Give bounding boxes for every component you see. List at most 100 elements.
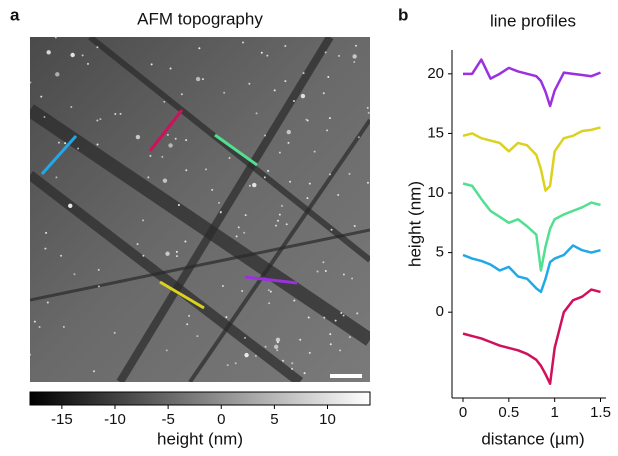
afm-particle [73,273,76,276]
afm-particle [55,176,58,179]
afm-particle [165,349,168,352]
afm-particle [275,337,281,343]
x-tick-label: 0.5 [498,404,519,421]
afm-particle [165,251,170,256]
afm-particle [30,81,32,84]
colorbar-tick-label: 10 [319,411,336,428]
afm-particle [322,261,325,264]
afm-particle [278,151,281,154]
colorbar [29,391,371,406]
colorbar-tick-label: -5 [161,411,174,428]
y-tick-label: 20 [427,65,444,82]
afm-particle [177,204,180,207]
afm-particle [329,333,332,336]
afm-particle [242,41,245,44]
afm-particle [267,289,270,292]
colorbar-tick-label: 0 [217,411,225,428]
afm-particle [136,243,139,246]
afm-particle [300,93,306,99]
y-tick-label: 15 [427,124,444,141]
afm-particle [307,316,310,319]
afm-particle [357,136,360,139]
afm-particle [328,117,331,120]
afm-particle [169,67,172,70]
afm-particle [142,254,145,257]
afm-particle [351,277,354,280]
afm-particle [323,316,326,319]
afm-particle [366,181,369,184]
afm-particle [175,255,178,258]
afm-particle [260,51,263,54]
afm-particle [299,338,302,341]
afm-particle [147,176,150,179]
afm-particle [225,316,228,319]
afm-particle [269,290,272,293]
afm-particle [241,290,244,293]
afm-particle [348,172,351,175]
afm-particle [234,362,237,365]
afm-image [30,37,370,382]
afm-particle [196,335,199,338]
y-axis-label: height (nm) [405,181,424,267]
afm-particle [337,193,340,196]
profile-marker [148,109,184,152]
profile-marker [40,134,78,176]
afm-particle [308,351,311,354]
afm-particle [280,204,283,207]
afm-particle [329,343,332,346]
afm-particle [305,118,308,121]
afm-particle [287,141,290,144]
afm-particle [327,75,330,78]
afm-particle [348,336,351,339]
afm-particle [55,72,60,77]
afm-particle [330,228,333,231]
afm-particle [255,112,258,115]
profile-line [462,288,601,385]
afm-particle [254,354,257,357]
x-tick-label: 0 [459,404,467,421]
afm-particle [226,364,229,367]
afm-particle [54,37,57,39]
y-tick-label: 0 [436,303,444,320]
afm-particle [324,51,327,54]
x-tick-label: 1 [550,404,558,421]
afm-particle [149,154,152,157]
afm-particle [38,326,41,329]
afm-particle [308,182,311,185]
afm-particle [252,182,257,188]
afm-particle [276,219,279,222]
afm-particle [77,147,80,150]
afm-particle [70,52,75,58]
afm-particle [278,213,281,216]
profile-line [462,244,601,294]
afm-particle [285,223,288,226]
afm-particle [33,320,36,323]
afm-particle [286,129,291,135]
afm-particle [46,50,51,55]
afm-particle [99,118,102,121]
afm-particle [353,61,356,64]
afm-particle [60,254,63,257]
afm-particle [218,201,221,204]
afm-particle [243,231,246,234]
afm-particle [302,72,305,75]
afm-particle [97,285,100,288]
afm-particle [289,180,292,183]
afm-particle [342,314,345,317]
afm-particle [293,299,296,302]
afm-particle [57,141,60,144]
afm-particle [62,325,65,328]
afm-particle [352,54,357,59]
afm-particle [235,235,238,238]
x-axis-label: distance (µm) [481,429,584,448]
afm-particle [142,219,145,222]
afm-particle [168,143,173,148]
chart-title: line profiles [490,11,576,30]
colorbar-tick-label: -10 [104,411,126,428]
afm-particle [263,176,266,179]
afm-background [30,37,370,382]
afm-particle [353,225,356,228]
afm-particle [355,44,358,47]
afm-particle [185,139,188,142]
